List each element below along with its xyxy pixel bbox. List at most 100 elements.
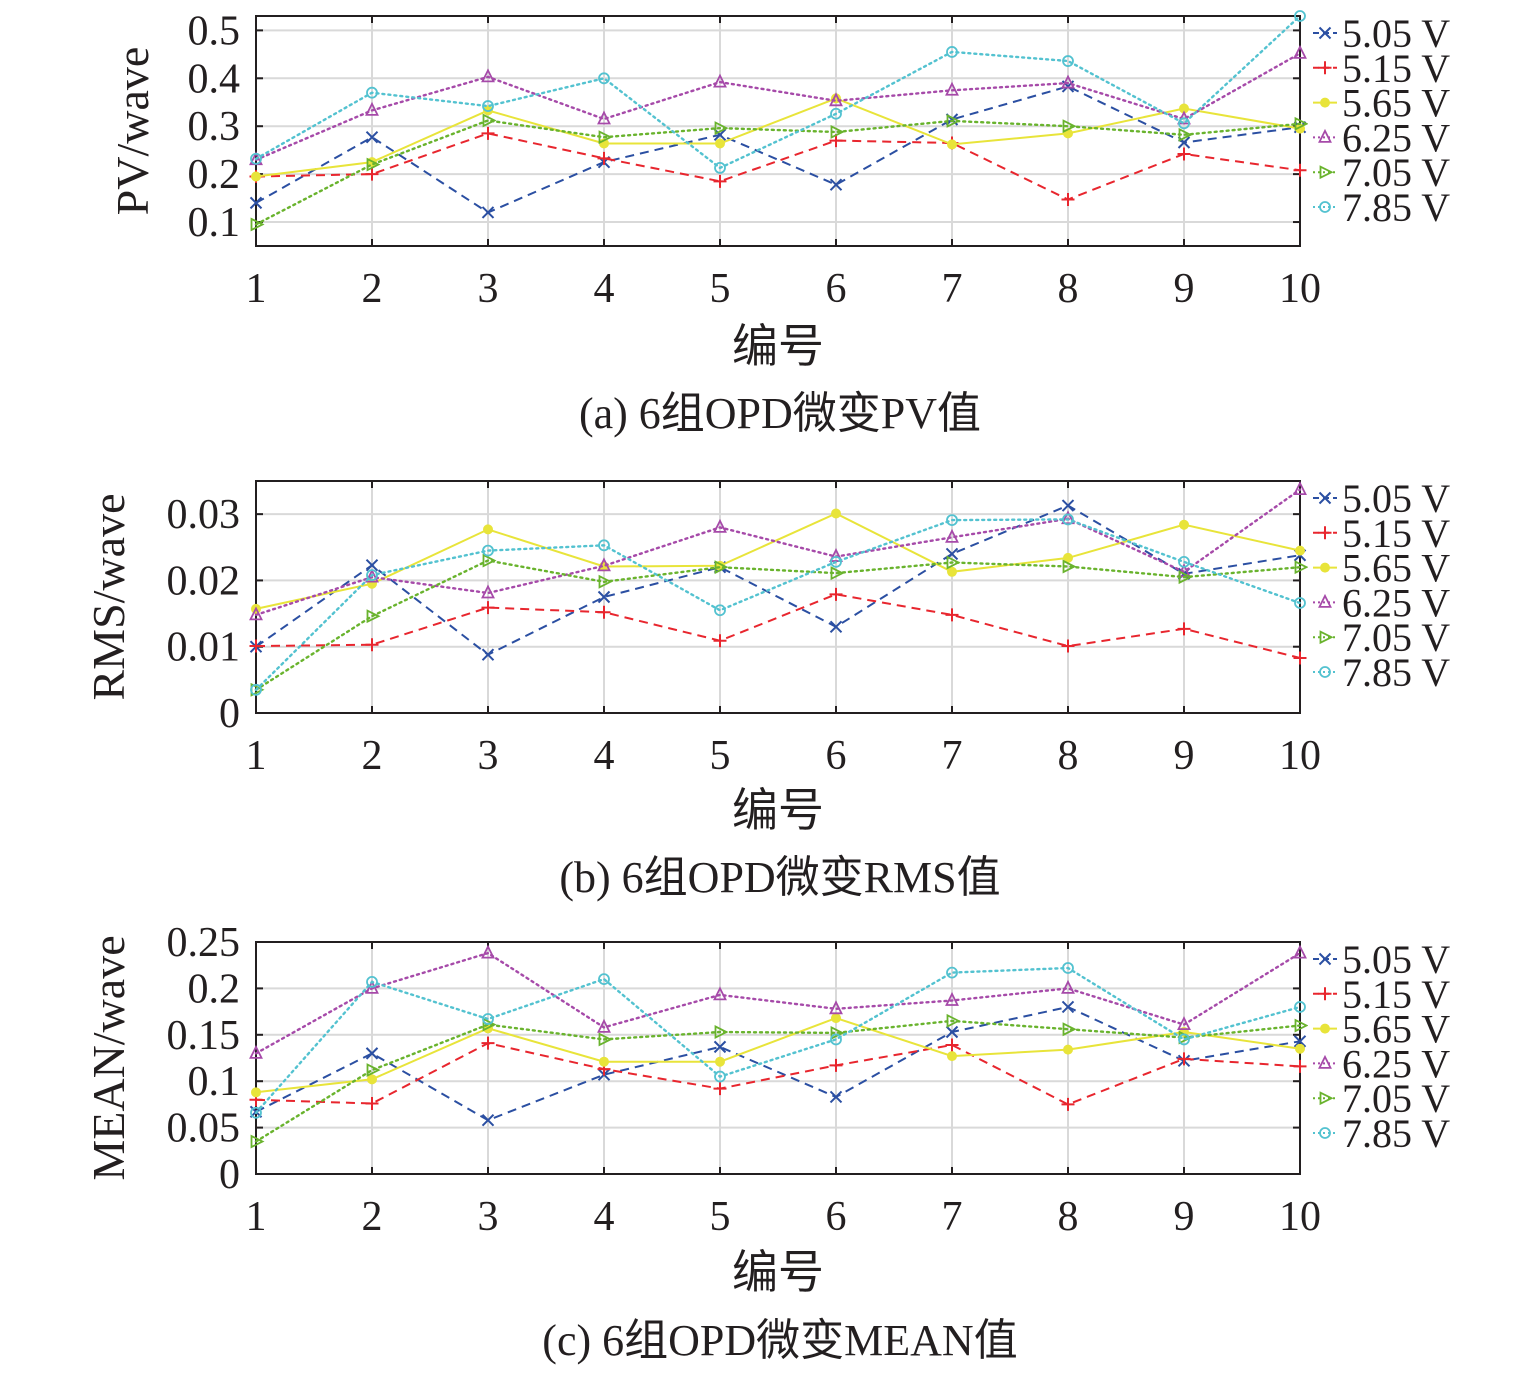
data-point	[947, 1051, 957, 1062]
data-point	[482, 544, 494, 557]
series-line-4	[254, 52, 1302, 162]
figure-caption: (c) 6组OPD微变MEAN值	[542, 1316, 1017, 1365]
series-line-4	[254, 488, 1302, 617]
data-point	[249, 1044, 263, 1059]
data-point	[829, 1090, 843, 1104]
y-tick-label: 0.4	[188, 56, 241, 102]
data-point	[1177, 1052, 1191, 1066]
x-tick-label: 4	[594, 733, 615, 779]
data-point	[714, 1025, 729, 1039]
x-tick-label: 7	[942, 1194, 963, 1240]
data-point	[945, 81, 959, 96]
y-tick-label: 0.01	[167, 625, 241, 671]
data-point	[251, 1087, 261, 1098]
x-tick-label: 9	[1174, 1194, 1195, 1240]
series-line-4	[254, 951, 1302, 1055]
data-point	[1293, 481, 1307, 496]
series-line-1	[255, 1005, 1301, 1122]
data-point	[598, 72, 610, 85]
legend-marker	[1319, 1127, 1331, 1139]
legend: 5.05 V5.15 V5.65 V6.25 V7.05 V7.85 V	[1313, 937, 1450, 1156]
legend-label: 5.65 V	[1342, 1007, 1450, 1052]
legend-marker	[1318, 593, 1332, 608]
data-point	[1061, 193, 1075, 207]
legend-label: 7.05 V	[1342, 150, 1450, 195]
data-point	[829, 587, 843, 601]
legend-marker	[1318, 1054, 1332, 1069]
data-point	[1062, 119, 1077, 134]
data-point	[1061, 74, 1075, 89]
data-point	[1178, 555, 1190, 568]
data-point	[1293, 1035, 1307, 1048]
x-tick-label: 3	[478, 733, 499, 779]
data-point	[366, 86, 378, 99]
data-point	[829, 1058, 843, 1072]
data-point	[1178, 127, 1193, 142]
x-axis-label: 编号	[732, 785, 824, 836]
y-tick-label: 0.05	[167, 1106, 241, 1152]
data-point	[365, 638, 379, 652]
legend-marker	[1319, 666, 1331, 678]
data-point	[365, 1047, 379, 1060]
legend: 5.05 V5.15 V5.65 V6.25 V7.05 V7.85 V	[1313, 11, 1450, 230]
data-point	[946, 46, 958, 58]
data-point	[482, 113, 497, 128]
data-point	[598, 539, 610, 552]
data-point	[597, 110, 611, 125]
data-point	[946, 113, 961, 128]
legend-label: 6.25 V	[1342, 115, 1450, 160]
data-point	[1179, 519, 1189, 530]
legend-label: 5.15 V	[1342, 972, 1450, 1017]
x-tick-label: 1	[246, 733, 267, 779]
data-point	[1061, 1097, 1075, 1111]
series-line-5	[254, 119, 1302, 226]
series-group	[249, 10, 1308, 232]
data-point	[598, 973, 610, 986]
legend-label: 5.15 V	[1342, 511, 1450, 556]
data-point	[482, 1013, 494, 1025]
data-point	[1295, 1043, 1305, 1054]
x-tick-label: 3	[478, 266, 499, 312]
data-point	[481, 648, 495, 661]
x-tick-label: 8	[1058, 266, 1079, 312]
y-tick-label: 0.2	[188, 152, 241, 198]
y-axis-label: PV/wave	[107, 47, 158, 216]
series-line-2	[255, 1042, 1301, 1106]
x-tick-label: 7	[942, 266, 963, 312]
x-tick-label: 8	[1058, 1194, 1079, 1240]
data-point	[831, 1013, 841, 1024]
legend-label: 7.85 V	[1342, 185, 1450, 230]
data-point	[1294, 560, 1308, 575]
data-point	[1295, 545, 1305, 556]
series-line-6	[254, 966, 1302, 1115]
data-point	[830, 566, 845, 581]
legend-label: 6.25 V	[1342, 1041, 1450, 1086]
y-tick-label: 0.2	[188, 966, 241, 1012]
data-point	[597, 605, 611, 619]
data-point	[1293, 651, 1307, 665]
data-point	[946, 555, 961, 570]
figure-caption: (a) 6组OPD微变PV值	[579, 389, 981, 438]
data-point	[365, 979, 379, 994]
legend-label: 7.85 V	[1342, 650, 1450, 695]
data-point	[597, 590, 611, 604]
x-tick-label: 1	[246, 1194, 267, 1240]
data-point	[249, 639, 263, 653]
x-tick-label: 8	[1058, 733, 1079, 779]
data-point	[1178, 570, 1193, 585]
data-point	[713, 1082, 727, 1096]
series-line-3	[255, 97, 1301, 178]
data-point	[1294, 1001, 1306, 1013]
figure-caption: (b) 6组OPD微变RMS值	[559, 853, 1000, 902]
data-point	[366, 976, 378, 988]
data-point	[829, 178, 843, 191]
data-point	[1178, 1033, 1190, 1046]
legend-marker	[1318, 952, 1332, 966]
data-point	[481, 584, 495, 599]
data-point	[830, 125, 845, 139]
x-tick-label: 2	[362, 266, 383, 312]
x-axis-label: 编号	[732, 1247, 824, 1298]
legend-marker	[1318, 987, 1332, 1001]
data-point	[945, 991, 959, 1006]
